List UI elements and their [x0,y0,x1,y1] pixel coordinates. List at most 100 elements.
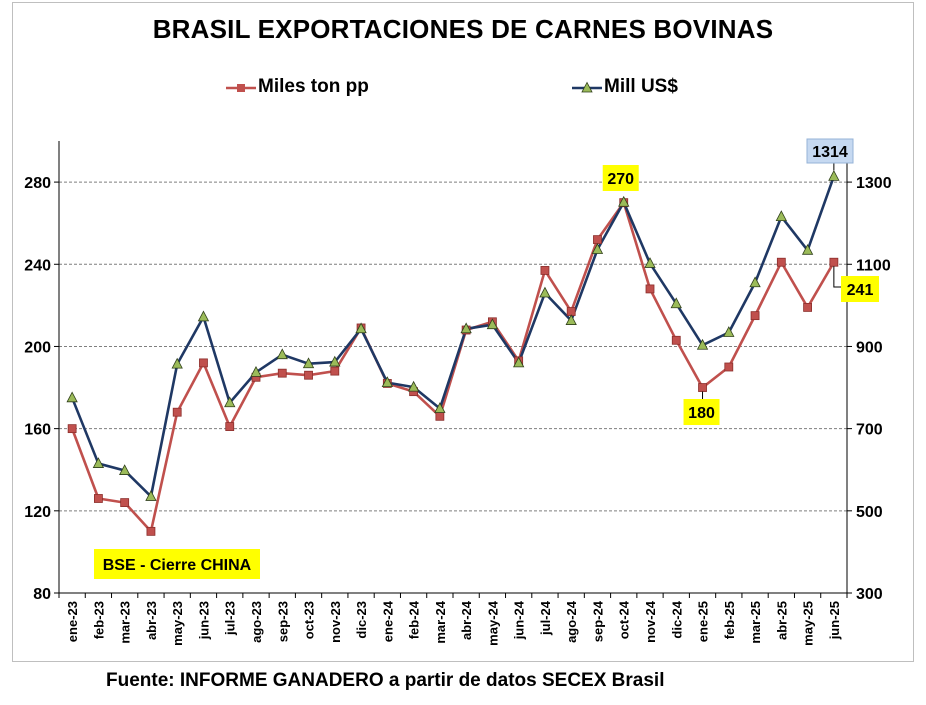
x-tick-label: oct-23 [302,601,317,639]
data-point-mill-usd [434,402,446,413]
y-right-tick-label: 1100 [856,257,891,274]
data-point-miles-ton [724,362,734,372]
x-tick-label: jun-23 [196,601,211,640]
y-left-tick-label: 280 [24,175,51,192]
y-right-tick-label: 300 [856,586,883,603]
x-tick-label: jul-23 [223,601,238,636]
legend-label-miles-ton: Miles ton pp [258,76,369,97]
data-point-miles-ton [277,368,287,378]
data-label-180: 180 [683,399,720,425]
data-point-mill-usd [224,396,236,408]
svg-text:270: 270 [607,171,634,188]
x-tick-label: mar-23 [118,601,133,644]
data-point-mill-usd [171,357,183,369]
legend-label-mill-usd: Mill US$ [604,76,678,97]
data-point-mill-usd [276,348,288,360]
x-tick-label: dic-24 [669,600,684,638]
data-point-mill-usd [539,286,551,298]
data-point-mill-usd [66,391,78,403]
y-right-tick-label: 1300 [856,175,892,192]
x-tick-label: jun-25 [827,601,842,640]
data-point-mill-usd [486,318,499,330]
y-left-tick-label: 240 [24,257,51,274]
x-tick-label: may-25 [801,601,816,646]
data-point-miles-ton [67,424,77,434]
data-point-miles-ton [829,257,839,267]
y-left-tick-label: 200 [24,339,51,356]
x-tick-label: sep-24 [590,600,605,642]
data-point-mill-usd [828,169,840,181]
legend-marker-mill-usd [581,81,593,93]
x-tick-label: ene-25 [696,601,711,642]
data-point-miles-ton [172,407,182,417]
data-point-mill-usd [723,326,735,337]
data-point-miles-ton [304,370,313,380]
data-point-miles-ton [698,383,707,392]
svg-text:180: 180 [688,405,715,422]
y-left-tick-label: 80 [33,586,51,603]
x-tick-label: nov-24 [643,600,658,643]
data-point-mill-usd [197,310,210,322]
data-point-mill-usd [696,338,709,350]
leader-line-241 [833,266,841,288]
data-point-miles-ton [435,411,445,421]
legend-marker-miles-ton [237,84,245,92]
data-point-miles-ton [540,266,550,275]
data-point-mill-usd [749,276,761,288]
x-tick-label: ago-23 [249,601,264,643]
data-point-mill-usd [302,357,315,369]
data-label-270: 270 [602,165,639,191]
data-point-mill-usd [250,365,262,377]
x-tick-label: abr-23 [144,601,159,640]
data-point-mill-usd [513,356,525,368]
data-point-miles-ton [120,498,130,508]
data-point-miles-ton [776,257,786,267]
data-point-miles-ton [94,494,103,503]
data-point-miles-ton [199,358,208,368]
note-bse-cierre-china: BSE - Cierre CHINA [94,549,260,579]
x-tick-label: ene-23 [65,601,80,642]
data-point-mill-usd [460,322,472,334]
x-tick-label: oct-24 [617,600,632,639]
svg-text:241: 241 [847,282,874,299]
data-point-mill-usd [801,243,814,255]
data-point-mill-usd [92,457,105,468]
data-point-miles-ton [803,303,812,312]
x-tick-label: abr-25 [774,601,789,640]
svg-text:1314: 1314 [812,144,848,161]
x-tick-label: feb-23 [91,601,106,639]
x-tick-label: abr-24 [459,600,474,640]
data-point-mill-usd [670,297,682,309]
data-point-miles-ton [645,284,655,294]
y-right-tick-label: 900 [856,339,883,356]
x-tick-label: jun-24 [512,600,527,640]
chart-title: BRASIL EXPORTACIONES DE CARNES BOVINAS [152,14,774,44]
data-point-mill-usd [119,464,131,475]
source-note: Fuente: INFORME GANADERO a partir de dat… [106,670,665,691]
x-tick-label: jul-24 [538,600,553,636]
x-tick-label: feb-25 [722,601,737,639]
x-tick-label: sep-23 [275,601,290,642]
y-right-tick-label: 700 [856,422,883,439]
data-label-241: 241 [841,276,879,302]
x-tick-label: may-24 [485,600,500,646]
x-tick-label: dic-23 [354,601,369,639]
data-point-miles-ton [593,235,602,245]
data-point-miles-ton [671,335,681,345]
svg-text:BSE - Cierre CHINA: BSE - Cierre CHINA [103,557,252,574]
x-tick-label: ene-24 [380,600,395,642]
x-tick-label: may-23 [170,601,185,646]
x-tick-label: feb-24 [407,600,422,639]
series-line-mill-usd [70,175,836,498]
data-point-mill-usd [618,195,630,207]
y-left-tick-label: 160 [24,422,51,439]
x-tick-label: mar-25 [748,601,763,644]
data-point-mill-usd [644,257,656,268]
data-point-mill-usd [145,490,157,501]
data-point-mill-usd [381,376,393,388]
data-point-miles-ton [750,311,760,321]
x-tick-label: ago-24 [564,600,579,643]
data-point-miles-ton [146,526,156,536]
data-point-mill-usd [591,243,604,254]
